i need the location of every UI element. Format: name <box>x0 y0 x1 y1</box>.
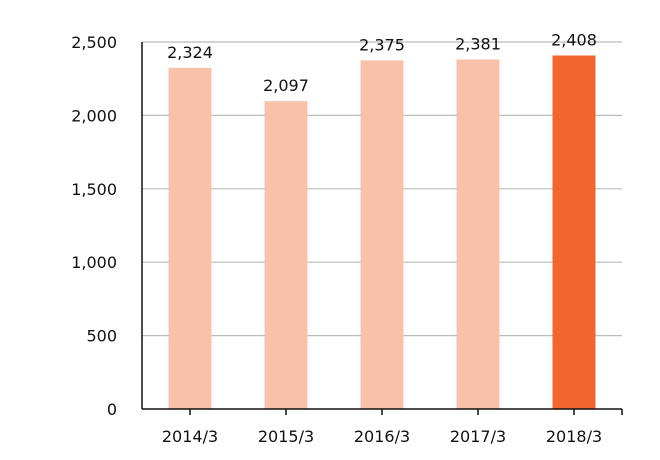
y-tick-labels: 0 500 1,000 1,500 2,000 2,500 <box>71 33 117 419</box>
y-tick-label: 2,500 <box>71 33 117 52</box>
x-tick-labels: 2014/3 2015/3 2016/3 2017/3 2018/3 <box>162 427 602 446</box>
data-label: 2,097 <box>263 76 309 95</box>
bar <box>264 101 308 409</box>
y-tick-label: 2,000 <box>71 106 117 125</box>
x-tick-label: 2015/3 <box>258 427 314 446</box>
bar <box>456 59 500 409</box>
x-tick-label: 2017/3 <box>450 427 506 446</box>
y-tick-label: 1,500 <box>71 180 117 199</box>
x-tick-label: 2014/3 <box>162 427 218 446</box>
x-tick-label: 2016/3 <box>354 427 410 446</box>
bar <box>552 55 596 409</box>
y-tick-label: 500 <box>86 327 117 346</box>
data-label: 2,324 <box>167 43 213 62</box>
bar <box>168 67 212 410</box>
data-label: 2,375 <box>359 35 405 54</box>
data-label: 2,408 <box>551 31 597 50</box>
y-tick-label: 1,000 <box>71 253 117 272</box>
bars <box>168 55 596 410</box>
data-label: 2,381 <box>455 34 501 53</box>
y-tick-label: 0 <box>107 400 117 419</box>
bar <box>360 60 404 409</box>
data-labels: 2,324 2,097 2,375 2,381 2,408 <box>167 31 597 96</box>
axes <box>141 42 623 415</box>
x-tick-label: 2018/3 <box>546 427 602 446</box>
